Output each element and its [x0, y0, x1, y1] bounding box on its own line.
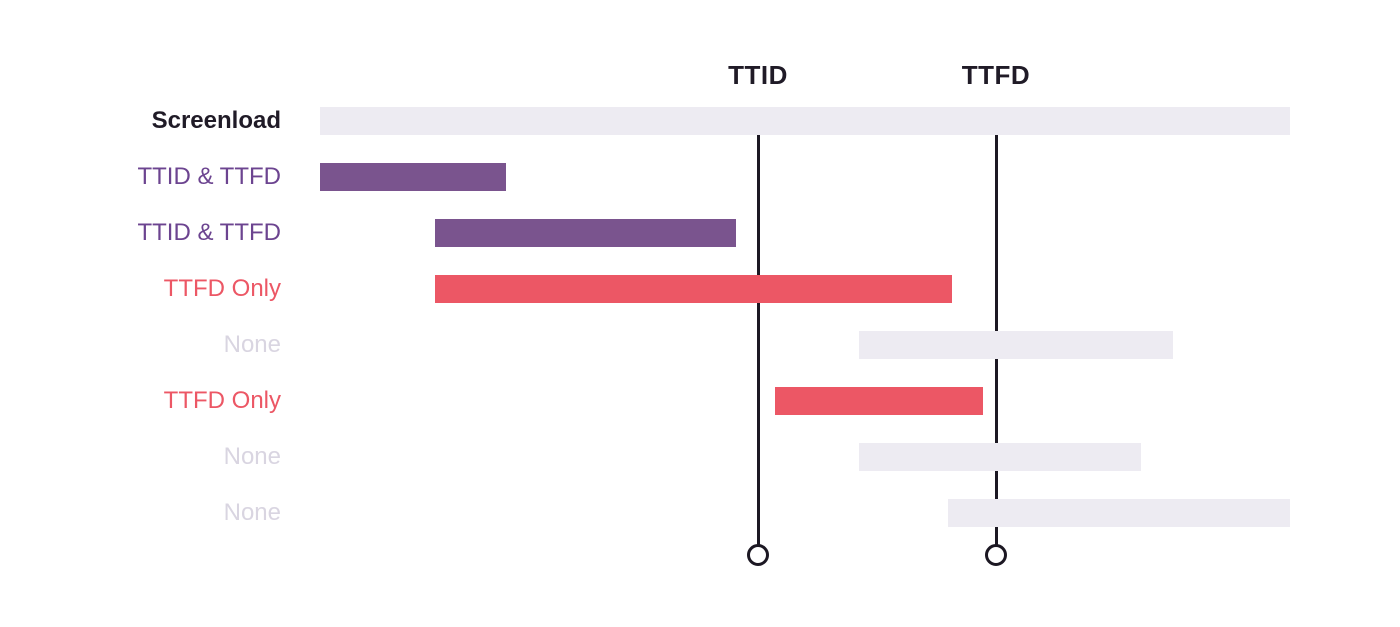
row-bar-both: [320, 163, 506, 191]
row-bar-screenload: [320, 107, 1290, 135]
row-bar-none: [948, 499, 1290, 527]
row-bar-both: [435, 219, 736, 247]
ttfd-dot-bottom: [985, 544, 1007, 566]
row-label-both: TTID & TTFD: [137, 163, 281, 190]
row-label-none: None: [223, 443, 281, 470]
ttid-label: TTID: [728, 60, 788, 90]
row-label-screenload: Screenload: [151, 107, 281, 134]
ttid-marker-line: [756, 121, 760, 555]
row-bar-none: [859, 443, 1141, 471]
row-bar-ttfd-only: [775, 387, 983, 415]
row-bar-ttfd-only: [435, 275, 952, 303]
row-label-ttfd-only: TTFD Only: [163, 275, 281, 302]
row-bar-none: [859, 331, 1173, 359]
row-label-none: None: [223, 499, 281, 526]
row-label-none: None: [223, 331, 281, 358]
row-label-both: TTID & TTFD: [137, 219, 281, 246]
ttfd-label: TTFD: [961, 60, 1031, 90]
row-label-ttfd-only: TTFD Only: [163, 387, 281, 414]
ttid-dot-bottom: [747, 544, 769, 566]
